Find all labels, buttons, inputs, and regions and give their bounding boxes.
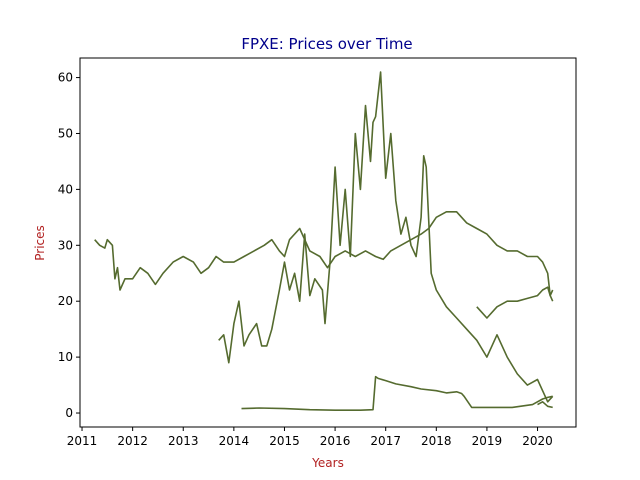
y-tick-label: 10 (58, 350, 73, 364)
chart-title: FPXE: Prices over Time (241, 35, 412, 53)
series-line-1 (94, 211, 554, 297)
x-tick-label: 2017 (370, 434, 401, 448)
series-line-5 (537, 400, 553, 409)
x-tick-label: 2020 (522, 434, 553, 448)
series-layer (94, 71, 554, 412)
x-tick-label: 2013 (168, 434, 199, 448)
y-tick-label: 30 (58, 238, 73, 252)
series-line-2 (218, 71, 554, 403)
series-line-4 (241, 375, 553, 412)
x-tick-label: 2014 (219, 434, 250, 448)
y-tick-label: 60 (58, 71, 73, 85)
series-line-3 (476, 286, 554, 319)
ticks-layer: 2011 2012 2013 2014 2015 2016 2017 2018 2019 2020… (58, 71, 553, 448)
y-tick-label: 50 (58, 126, 73, 140)
y-tick-label: 20 (58, 294, 73, 308)
x-tick-label: 2011 (67, 434, 98, 448)
x-tick-label: 2012 (117, 434, 148, 448)
x-tick-label: 2016 (320, 434, 351, 448)
x-tick-label: 2019 (472, 434, 503, 448)
y-tick-label: 0 (65, 406, 73, 420)
plot-frame (79, 57, 577, 428)
y-axis-label: Prices (33, 225, 47, 261)
x-tick-label: 2018 (421, 434, 452, 448)
x-axis-label: Years (311, 456, 344, 470)
x-tick-label: 2015 (269, 434, 300, 448)
y-tick-label: 40 (58, 182, 73, 196)
